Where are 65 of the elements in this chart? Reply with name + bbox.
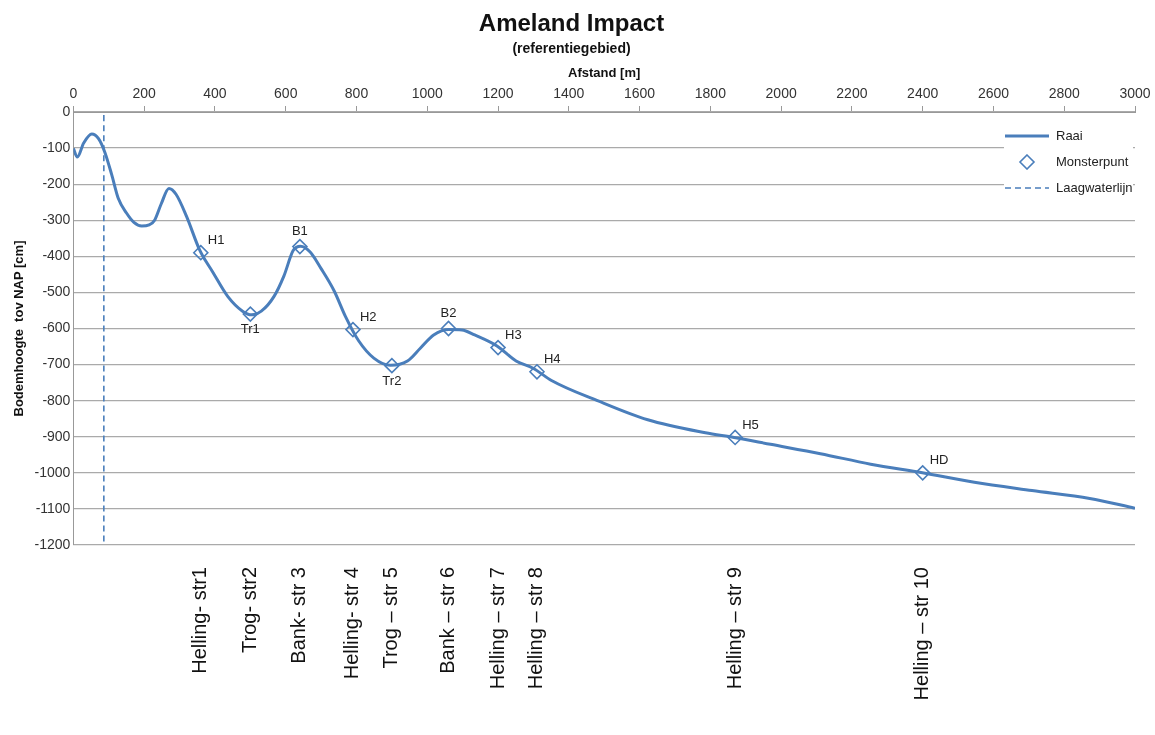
chart-title: Ameland Impact (478, 9, 665, 37)
x-tick-label: 1800 (694, 85, 727, 102)
data-label: H3 (505, 326, 522, 342)
text: Helling – str 10 (910, 567, 933, 701)
text: Bank – str 6 (436, 567, 459, 674)
y-tick-label: -700 (42, 355, 71, 372)
x-tick-label: 1000 (411, 85, 444, 102)
point (193, 244, 209, 261)
x-tick-label: 2200 (836, 85, 868, 102)
text: Helling- str 4 (340, 567, 363, 680)
point (242, 306, 259, 322)
legend-label: Raai (1056, 127, 1083, 143)
y-tick-label: -1000 (34, 463, 71, 480)
point (529, 364, 545, 380)
x-tick-label: 400 (203, 85, 227, 102)
x-tick-label: 200 (132, 85, 157, 102)
x-tick-label: 1400 (553, 85, 585, 102)
x-axis-title: Afstand [m] (568, 64, 641, 80)
data-label: H5 (742, 416, 759, 432)
text: Helling- str1 (188, 567, 211, 674)
text: Helling – str 8 (524, 567, 547, 690)
point (914, 465, 931, 481)
data-label: H2 (359, 308, 377, 324)
y-tick-label: -300 (42, 211, 71, 228)
point (440, 320, 457, 337)
point (727, 429, 743, 446)
chart-subtitle: (referentiegebied) (512, 40, 631, 57)
y-tick-label: -500 (42, 283, 71, 300)
data-label: Tr1 (240, 321, 260, 337)
data-label: H1 (207, 231, 225, 247)
y-tick-label: -900 (42, 427, 71, 444)
point (292, 238, 308, 255)
x-tick-label: 1200 (482, 85, 514, 102)
x-tick-label: 600 (274, 85, 298, 102)
y-axis-title: Bodemhoogte tov NAP [cm] (11, 240, 27, 417)
x-tick-label: 1600 (624, 85, 656, 102)
y-tick-label: -200 (42, 175, 71, 192)
y-tick-label: -600 (42, 319, 71, 336)
data-label: Tr2 (382, 372, 402, 388)
text: Trog – str 5 (379, 567, 402, 669)
y-tick-label: -1200 (34, 535, 71, 552)
data-label: B2 (440, 304, 457, 320)
y-tick-label: -1100 (35, 499, 71, 516)
data-label: B1 (291, 222, 308, 238)
x-tick-label: 2400 (907, 85, 939, 102)
y-tick-label: -800 (42, 391, 71, 408)
data-label: HD (929, 451, 949, 467)
text: Trog- str2 (237, 567, 260, 653)
text: Bank- str 3 (287, 567, 310, 664)
x-tick-label: 2600 (977, 85, 1010, 102)
point (384, 357, 400, 374)
x-tick-label: 2800 (1048, 85, 1081, 102)
legend-label: Monsterpunt (1056, 153, 1129, 169)
y-tick-label: -100 (42, 138, 71, 155)
x-tick-label: 3000 (1119, 85, 1151, 102)
x-tick-label: 2000 (765, 85, 797, 102)
text: Helling – str 9 (722, 567, 745, 690)
data-label: H4 (543, 350, 561, 366)
text: Helling – str 7 (485, 567, 508, 690)
point (490, 339, 506, 356)
y-tick-label: 0 (62, 102, 71, 119)
point (345, 321, 361, 338)
y-tick-label: -400 (42, 247, 71, 264)
legend-label: Laagwaterlijn (1056, 179, 1133, 195)
x-tick-label: 800 (344, 85, 369, 102)
